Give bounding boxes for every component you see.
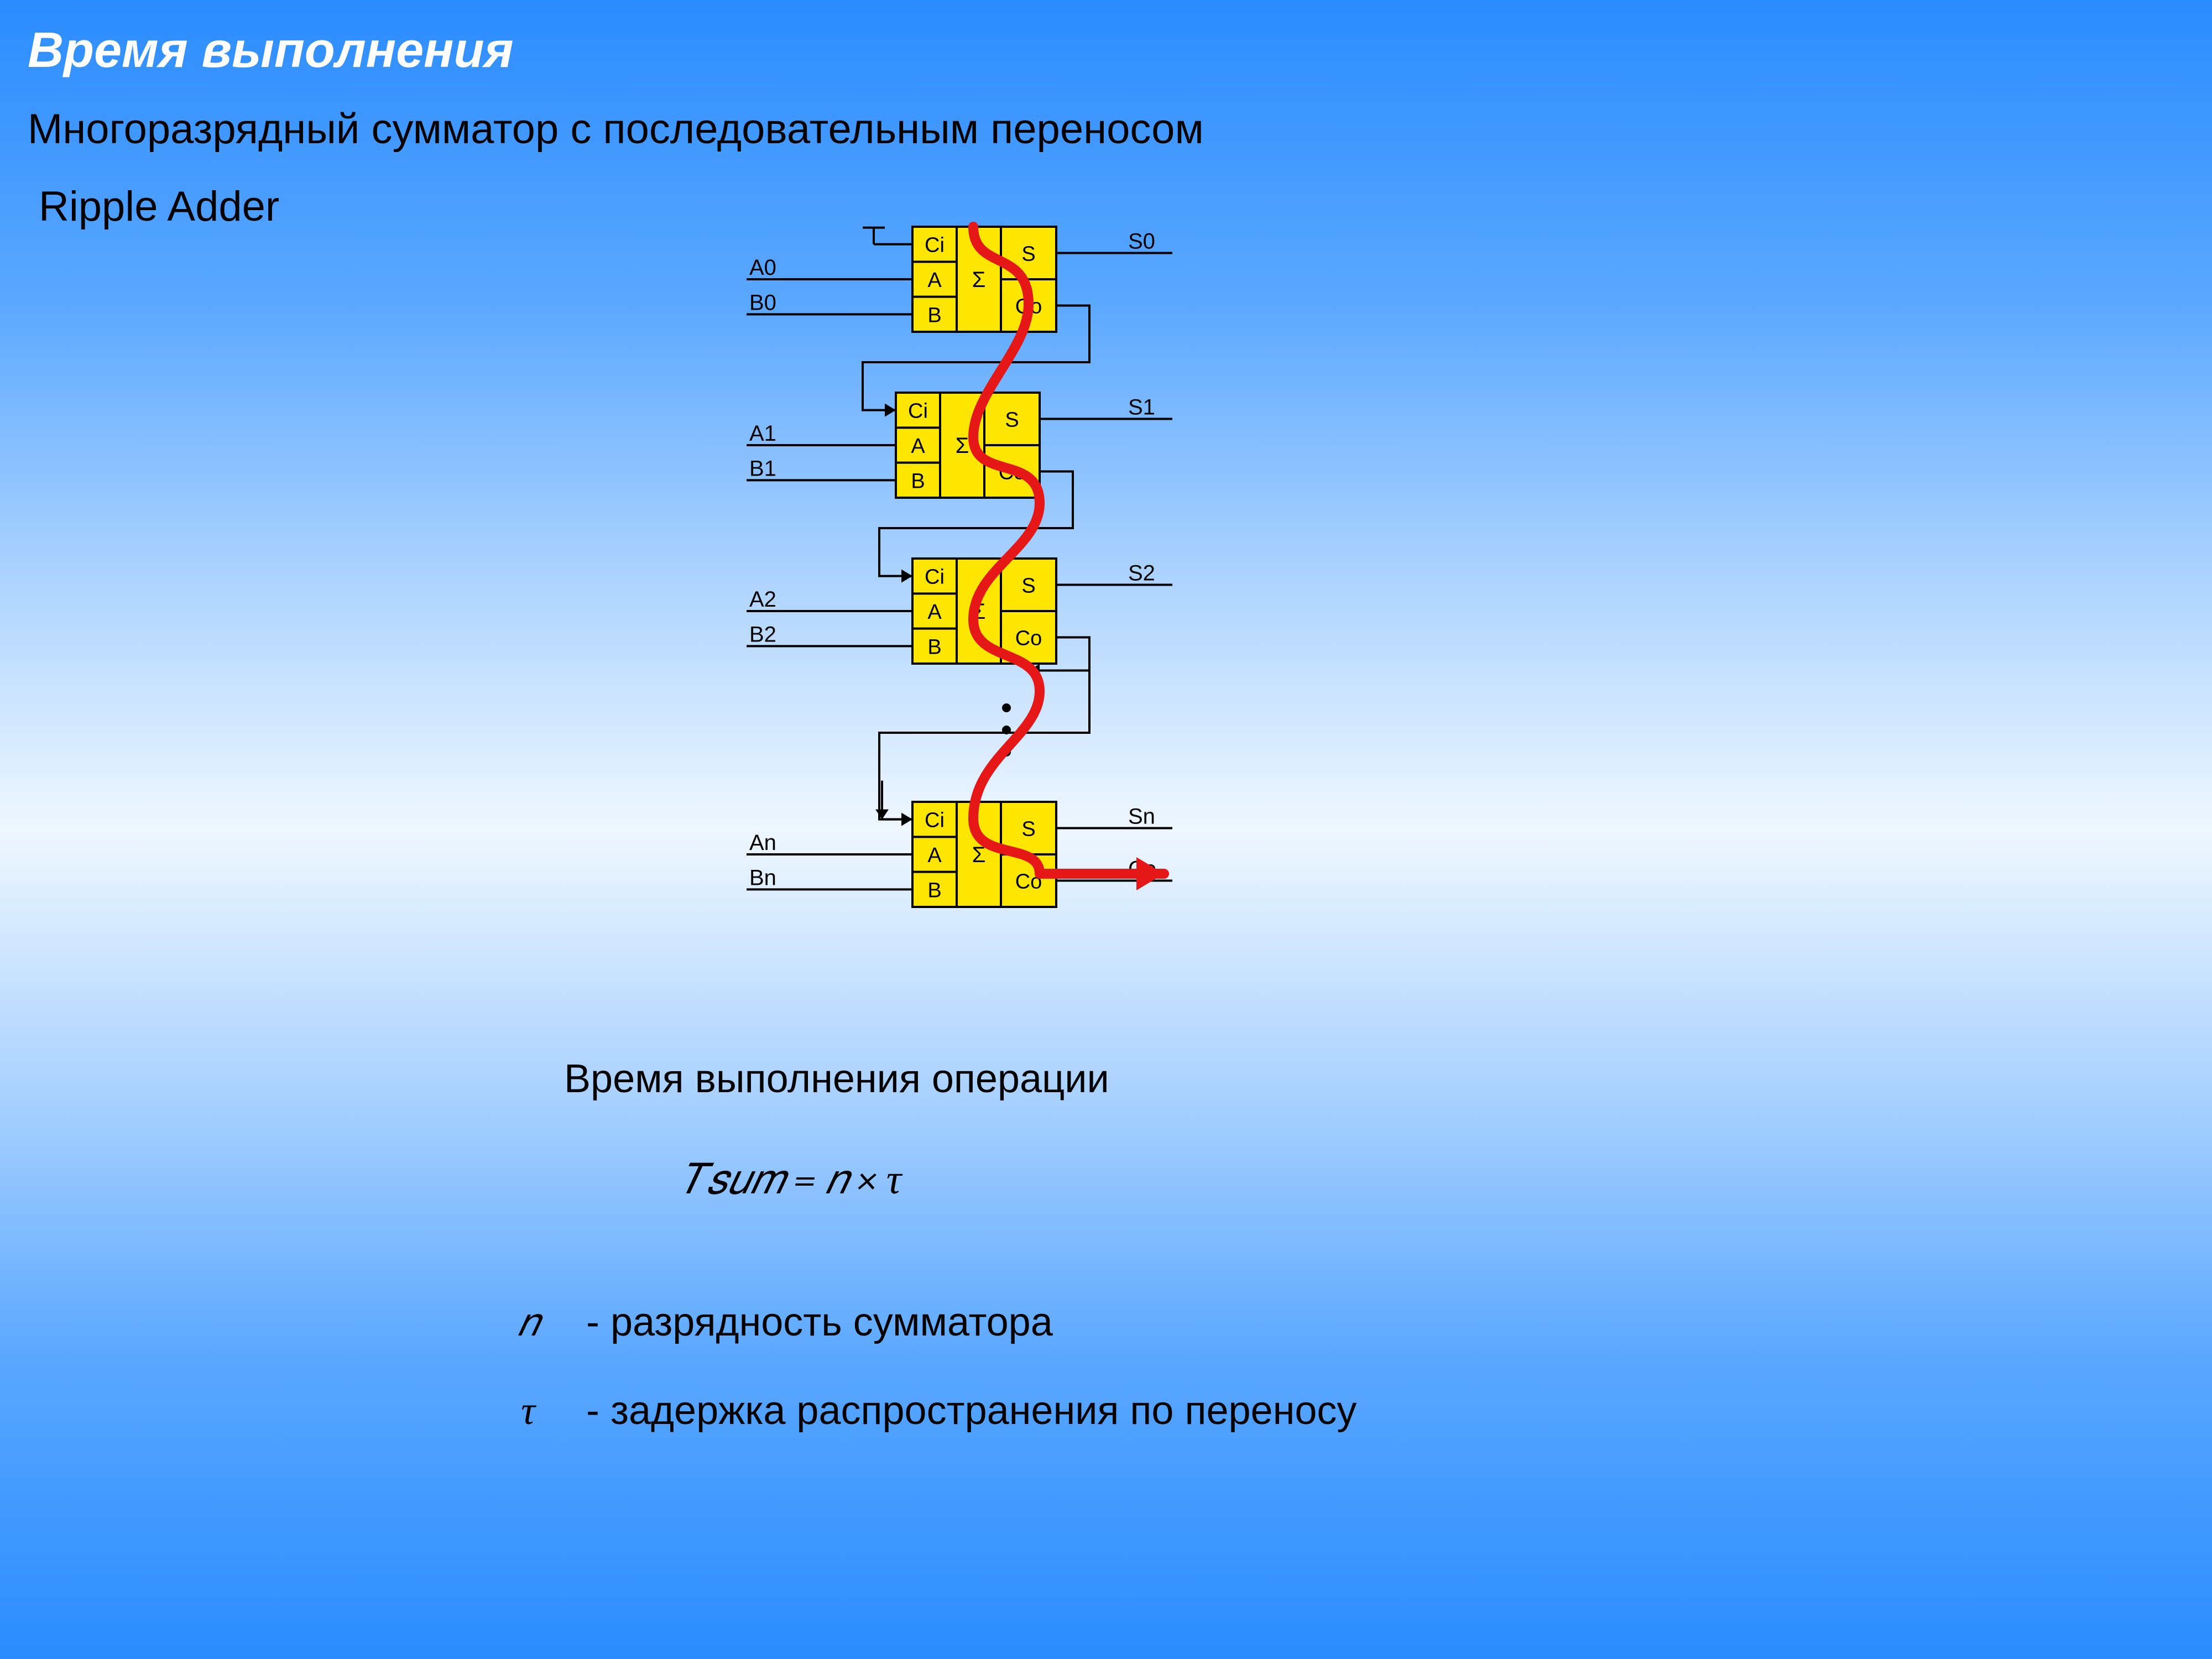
- svg-text:B2: B2: [749, 622, 776, 646]
- svg-text:A2: A2: [749, 587, 776, 612]
- formula: 𝑇𝑠𝑢𝑚 = 𝑛 × τ: [680, 1156, 901, 1204]
- svg-text:Ci: Ci: [925, 809, 945, 832]
- svg-text:S: S: [1021, 243, 1035, 266]
- svg-text:B: B: [927, 304, 941, 327]
- svg-text:S1: S1: [1128, 395, 1155, 420]
- svg-text:A1: A1: [749, 421, 776, 446]
- svg-text:A: A: [927, 844, 942, 867]
- slide-title: Время выполнения: [28, 22, 514, 79]
- svg-text:B1: B1: [749, 456, 776, 481]
- legend-desc: - задержка распространения по переносу: [586, 1388, 1357, 1433]
- legend-desc: - разрядность сумматора: [586, 1300, 1053, 1345]
- svg-text:B: B: [911, 469, 925, 493]
- svg-text:B: B: [927, 879, 941, 902]
- svg-text:S: S: [1021, 818, 1035, 841]
- svg-text:B: B: [927, 635, 941, 659]
- svg-text:Co: Co: [1015, 627, 1042, 650]
- svg-text:Bn: Bn: [749, 865, 776, 890]
- svg-text:Ci: Ci: [925, 234, 945, 257]
- svg-text:B0: B0: [749, 290, 776, 315]
- svg-text:Ci: Ci: [925, 566, 945, 589]
- svg-text:A: A: [911, 435, 925, 458]
- svg-text:S0: S0: [1128, 229, 1155, 254]
- svg-text:Ci: Ci: [908, 400, 928, 423]
- operation-time-caption: Время выполнения операции: [564, 1056, 1109, 1102]
- svg-text:An: An: [749, 831, 776, 855]
- legend-symbol: τ: [498, 1388, 559, 1434]
- diagram-svg: CiABΣSCoA0B0S0CiABΣSCoA1B1S1CiABΣSCoA2B2…: [730, 205, 1194, 962]
- svg-text:S: S: [1021, 575, 1035, 598]
- svg-text:A: A: [927, 601, 942, 624]
- legend-symbol: 𝑛: [498, 1300, 559, 1346]
- svg-text:Σ: Σ: [972, 268, 986, 292]
- slide-subtitle-en: Ripple Adder: [39, 182, 279, 231]
- svg-text:S: S: [1005, 409, 1019, 432]
- svg-text:A0: A0: [749, 255, 776, 280]
- svg-text:S2: S2: [1128, 561, 1155, 586]
- slide-subtitle: Многоразрядный сумматор с последовательн…: [28, 105, 1204, 153]
- ripple-adder-diagram: CiABΣSCoA0B0S0CiABΣSCoA1B1S1CiABΣSCoA2B2…: [730, 205, 1194, 962]
- svg-text:A: A: [927, 269, 942, 292]
- svg-text:Sn: Sn: [1128, 805, 1155, 829]
- svg-text:Σ: Σ: [956, 434, 969, 458]
